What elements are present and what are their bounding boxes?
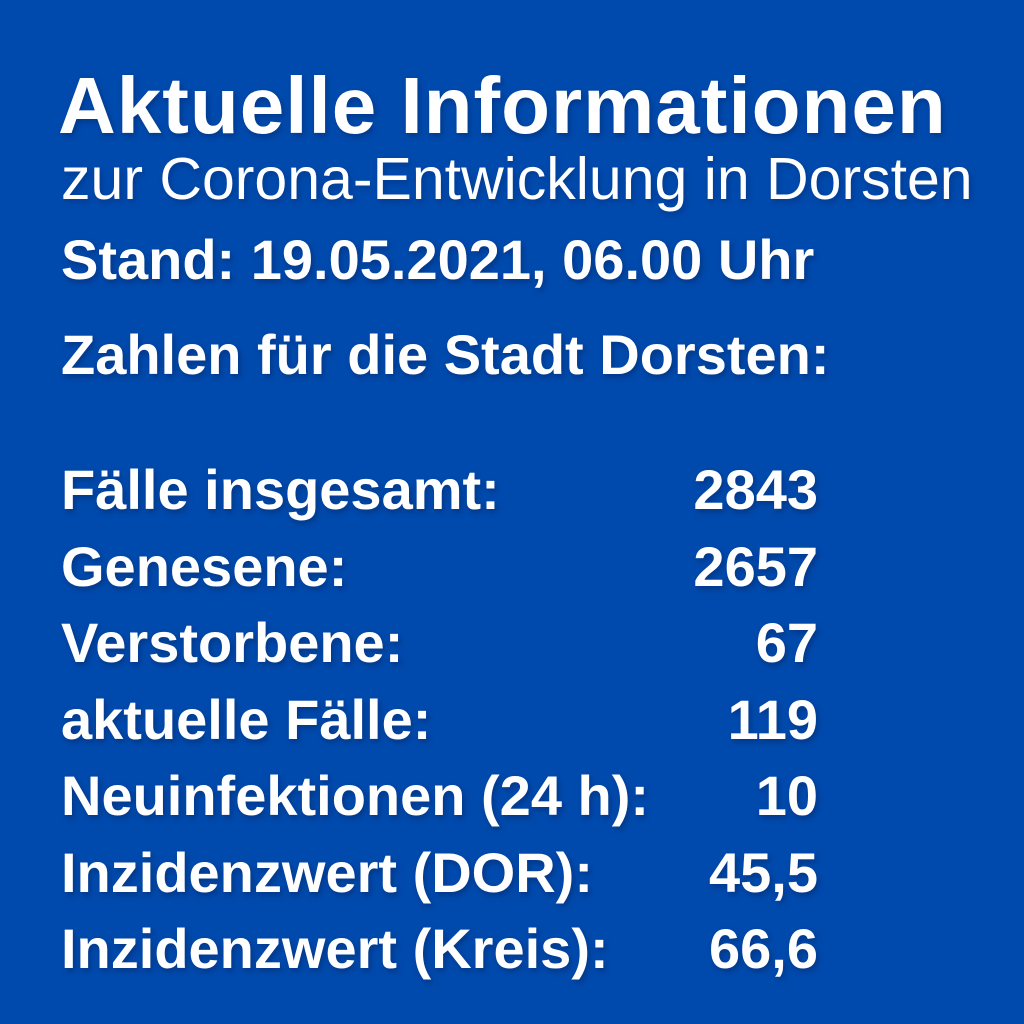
stat-label-inzidenzwert-kreis: Inzidenzwert (Kreis): xyxy=(61,917,609,980)
stats-table: Fälle insgesamt: 2843 Genesene: 2657 Ver… xyxy=(61,452,818,988)
stat-label-genesene: Genesene: xyxy=(61,534,348,598)
stat-label-aktuelle-faelle: aktuelle Fälle: xyxy=(61,687,432,751)
stat-label-faelle-insgesamt: Fälle insgesamt: xyxy=(61,458,500,521)
table-row: Inzidenzwert (Kreis): 66,6 xyxy=(61,911,818,988)
table-row: Inzidenzwert (DOR): 45,5 xyxy=(61,835,818,912)
as-of-date-line: Stand: 19.05.2021, 06.00 Uhr xyxy=(61,228,815,291)
table-row: Neuinfektionen (24 h): 10 xyxy=(61,758,818,835)
stat-value-neuinfektionen-24h: 10 xyxy=(755,764,818,827)
stat-value-faelle-insgesamt: 2843 xyxy=(693,458,818,521)
table-row: Genesene: 2657 xyxy=(61,529,818,606)
stat-label-verstorbene: Verstorbene: xyxy=(61,611,404,674)
page-subtitle: zur Corona-Entwicklung in Dorsten xyxy=(61,146,973,212)
table-row: aktuelle Fälle: 119 xyxy=(61,682,818,759)
stat-value-inzidenzwert-dor: 45,5 xyxy=(709,840,818,904)
stat-label-neuinfektionen-24h: Neuinfektionen (24 h): xyxy=(61,764,650,827)
stat-value-verstorbene: 67 xyxy=(755,611,818,674)
stat-label-inzidenzwert-dor: Inzidenzwert (DOR): xyxy=(61,840,593,904)
stat-value-inzidenzwert-kreis: 66,6 xyxy=(709,917,818,980)
page-title: Aktuelle Informationen xyxy=(58,61,947,150)
table-row: Fälle insgesamt: 2843 xyxy=(61,452,818,529)
stat-value-aktuelle-faelle: 119 xyxy=(727,687,818,751)
section-heading: Zahlen für die Stadt Dorsten: xyxy=(61,323,830,386)
table-row: Verstorbene: 67 xyxy=(61,605,818,682)
stat-value-genesene: 2657 xyxy=(693,534,818,598)
